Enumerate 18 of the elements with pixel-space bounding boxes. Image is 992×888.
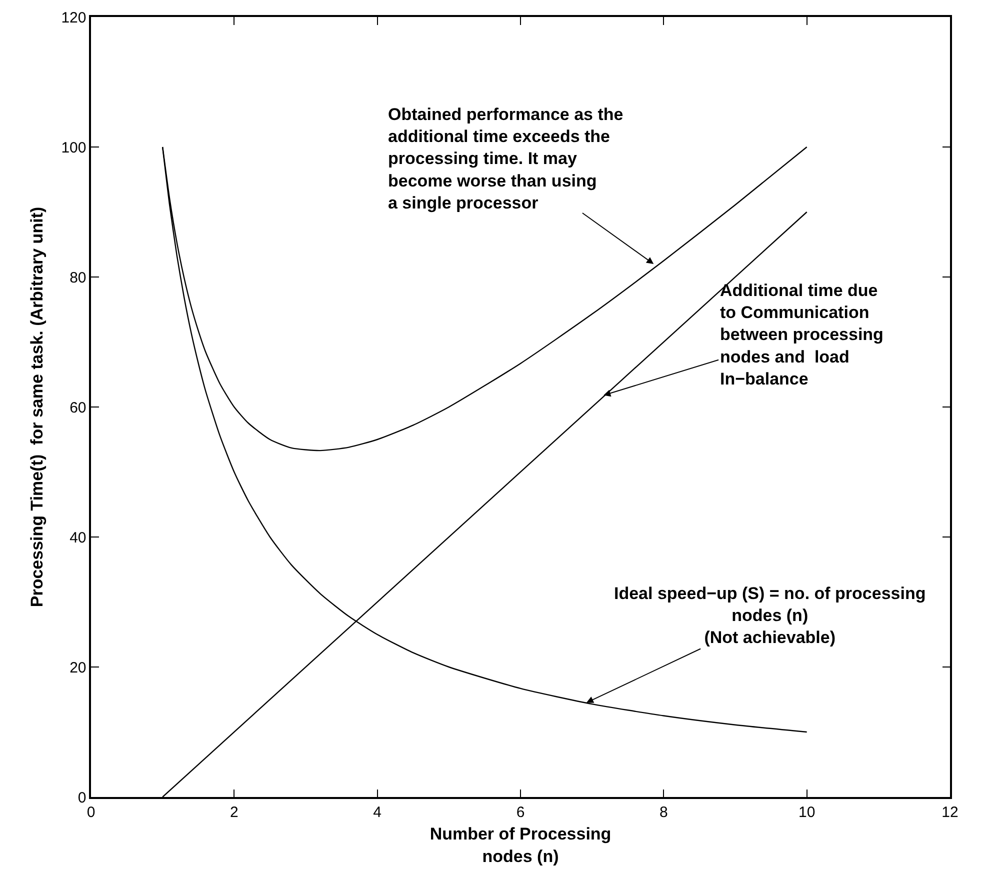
annotation: Ideal speed−up (S) = no. of processing nodes (n) (Not achievable) (614, 584, 926, 648)
x-tick-label: 10 (798, 804, 816, 821)
x-tick-label: 8 (660, 804, 668, 821)
y-tick-label: 120 (61, 9, 86, 26)
y-tick-label: 80 (70, 269, 86, 286)
x-tick-label: 2 (230, 804, 238, 821)
annotation: Obtained performance as the additional time exceeds the processing time. It may become worse than using a single processor (388, 105, 624, 212)
y-axis-title: Processing Time(t) for same task. (Arbitrary unit) (27, 206, 46, 608)
x-tick-label: 4 (373, 804, 382, 821)
x-axis-title: Number of Processing nodes (n) (430, 824, 612, 866)
y-tick-label: 60 (70, 399, 86, 416)
y-tick-label: 0 (78, 789, 86, 806)
y-tick-label: 100 (61, 139, 86, 156)
x-tick-label: 12 (942, 804, 958, 821)
x-tick-label: 6 (516, 804, 525, 821)
y-tick-label: 40 (70, 529, 86, 546)
y-tick-label: 20 (70, 659, 86, 676)
annotation: Additional time due to Communication between processing nodes and load In−balance (720, 281, 884, 388)
